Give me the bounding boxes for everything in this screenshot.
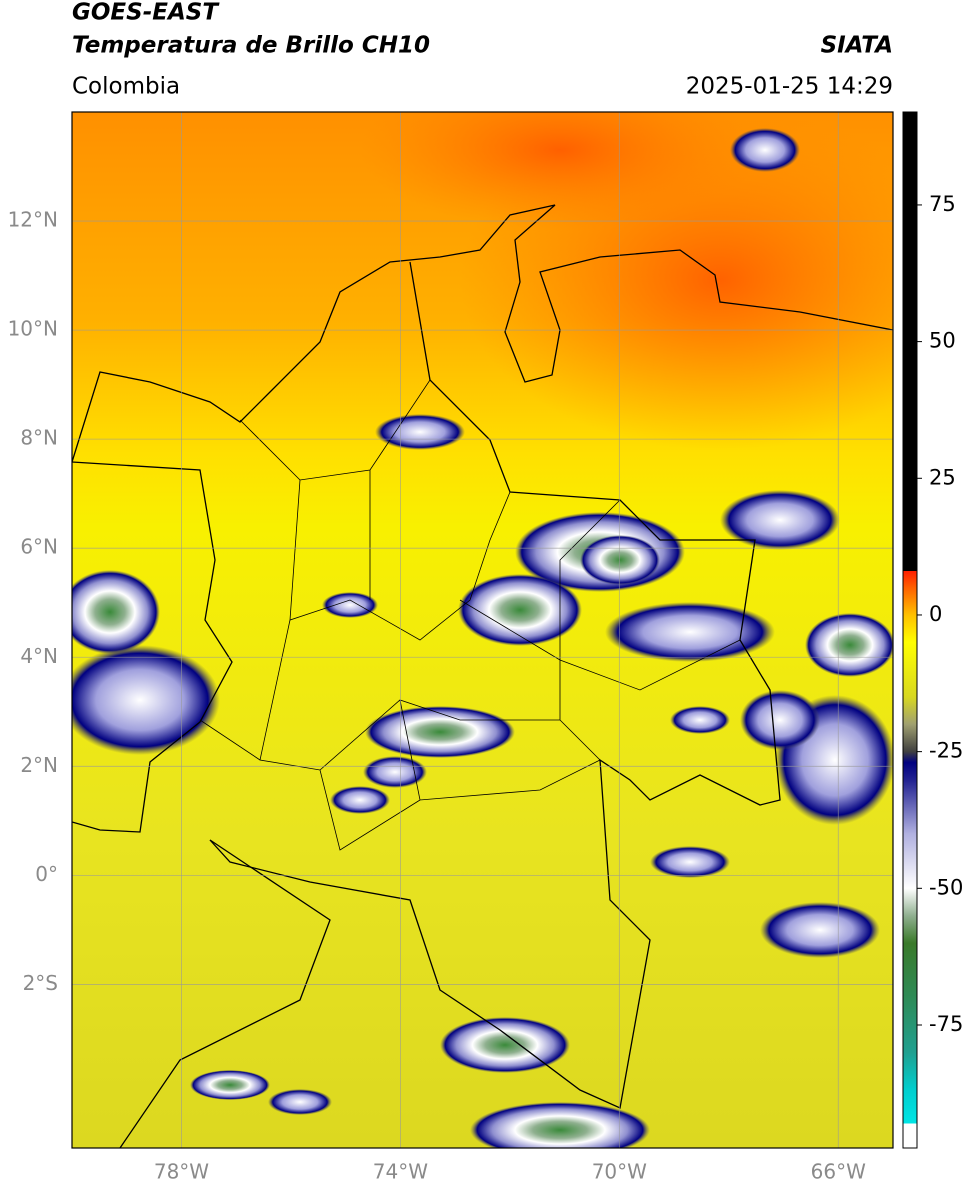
y-tick-label: 2°S	[23, 971, 58, 995]
cloud	[72, 570, 160, 654]
region: Colombia	[72, 74, 180, 100]
cloud	[72, 645, 220, 755]
cloud	[650, 846, 730, 878]
colorbar-tick-label: -25	[929, 739, 963, 763]
cloud	[190, 1070, 270, 1100]
y-tick-label: 4°N	[20, 644, 58, 668]
colorbar-tick-label: 75	[929, 192, 956, 216]
colorbar-tick-label: 25	[929, 465, 956, 489]
cloud	[375, 414, 465, 450]
cloud	[605, 602, 775, 662]
coastline	[72, 461, 331, 1148]
y-tick-label: 0°	[35, 862, 58, 886]
clouds	[72, 128, 893, 1148]
cloud	[365, 706, 515, 758]
cloud	[720, 490, 840, 550]
colorbar-tick-label: -50	[929, 875, 963, 899]
x-tick-label: 70°W	[592, 1160, 647, 1184]
cloud	[670, 706, 730, 734]
colorbar-tick-label: 0	[929, 602, 942, 626]
x-tick-label: 66°W	[811, 1160, 866, 1184]
colorbar	[902, 111, 918, 1149]
warm-area	[360, 112, 760, 230]
grid	[72, 112, 893, 1148]
subtitle: Temperatura de Brillo CH10	[72, 33, 430, 59]
cloud	[470, 1102, 650, 1148]
y-tick-label: 12°N	[8, 208, 58, 232]
y-tick-label: 6°N	[20, 535, 58, 559]
y-tick-label: 8°N	[20, 426, 58, 450]
satellite-image	[72, 112, 893, 1148]
cloud	[268, 1089, 332, 1115]
cloud	[730, 128, 800, 172]
cloud	[330, 786, 390, 814]
x-tick-label: 78°W	[154, 1160, 209, 1184]
x-tick-label: 74°W	[373, 1160, 428, 1184]
cloud	[440, 1017, 570, 1073]
cloud	[805, 613, 893, 677]
coastline	[72, 204, 893, 463]
cloud	[760, 902, 880, 958]
cloud	[458, 574, 582, 646]
cloud	[363, 756, 427, 788]
title: GOES-EAST	[72, 0, 220, 26]
cloud	[740, 690, 820, 750]
y-tick-label: 2°N	[20, 753, 58, 777]
datetime: 2025-01-25 14:29	[686, 74, 893, 100]
map-frame	[71, 111, 894, 1149]
cloud	[322, 592, 378, 618]
source: SIATA	[821, 33, 893, 59]
cloud	[580, 535, 660, 585]
colorbar-tick-label: 50	[929, 329, 956, 353]
y-tick-label: 10°N	[8, 317, 58, 341]
colorbar-tick-label: -75	[929, 1012, 963, 1036]
